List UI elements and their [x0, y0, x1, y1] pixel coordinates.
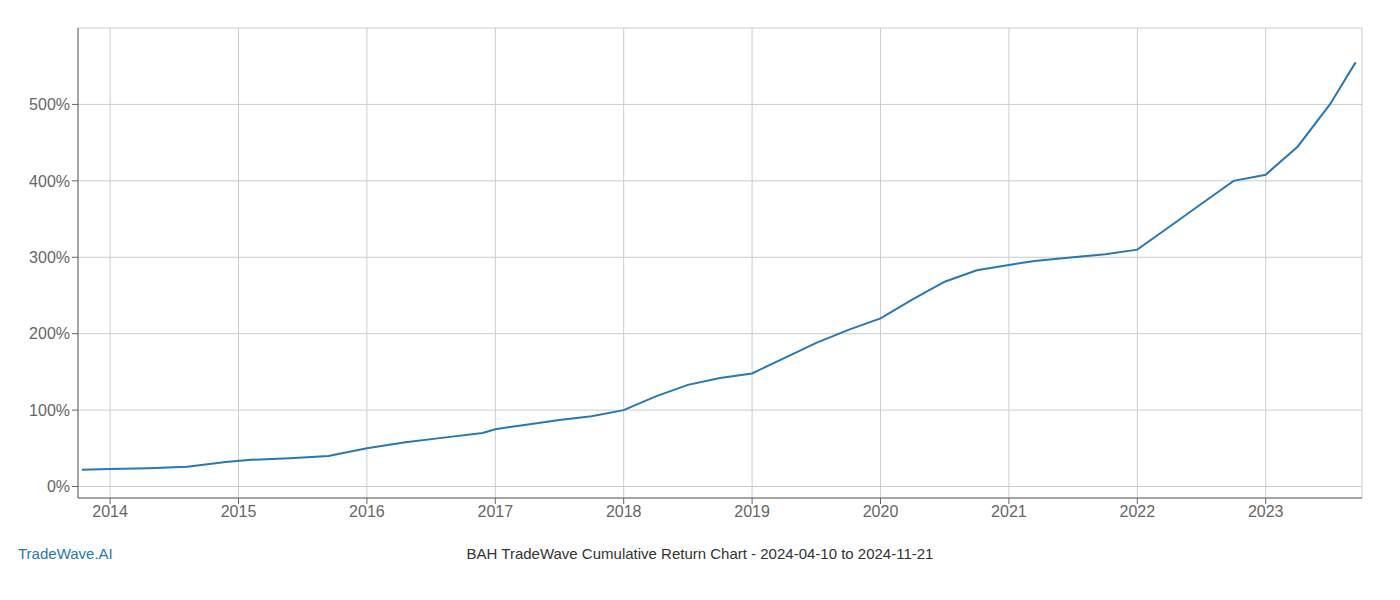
svg-text:0%: 0% — [47, 478, 70, 495]
svg-text:2019: 2019 — [734, 503, 770, 520]
svg-text:500%: 500% — [29, 96, 70, 113]
svg-text:200%: 200% — [29, 325, 70, 342]
svg-text:2020: 2020 — [863, 503, 899, 520]
svg-text:2014: 2014 — [92, 503, 128, 520]
svg-text:2018: 2018 — [606, 503, 642, 520]
svg-text:2017: 2017 — [478, 503, 514, 520]
svg-text:300%: 300% — [29, 249, 70, 266]
svg-text:100%: 100% — [29, 402, 70, 419]
svg-text:2023: 2023 — [1248, 503, 1284, 520]
svg-text:400%: 400% — [29, 173, 70, 190]
html-text:TradeWave.AI: TradeWave.AI — [18, 544, 113, 562]
svg-text:2021: 2021 — [991, 503, 1027, 520]
svg-text:2022: 2022 — [1120, 503, 1156, 520]
svg-text:2016: 2016 — [349, 503, 385, 520]
svg-text:2015: 2015 — [221, 503, 257, 520]
html-text:BAH TradeWave Cumulative Retur: BAH TradeWave Cumulative Return Chart - … — [466, 544, 934, 562]
